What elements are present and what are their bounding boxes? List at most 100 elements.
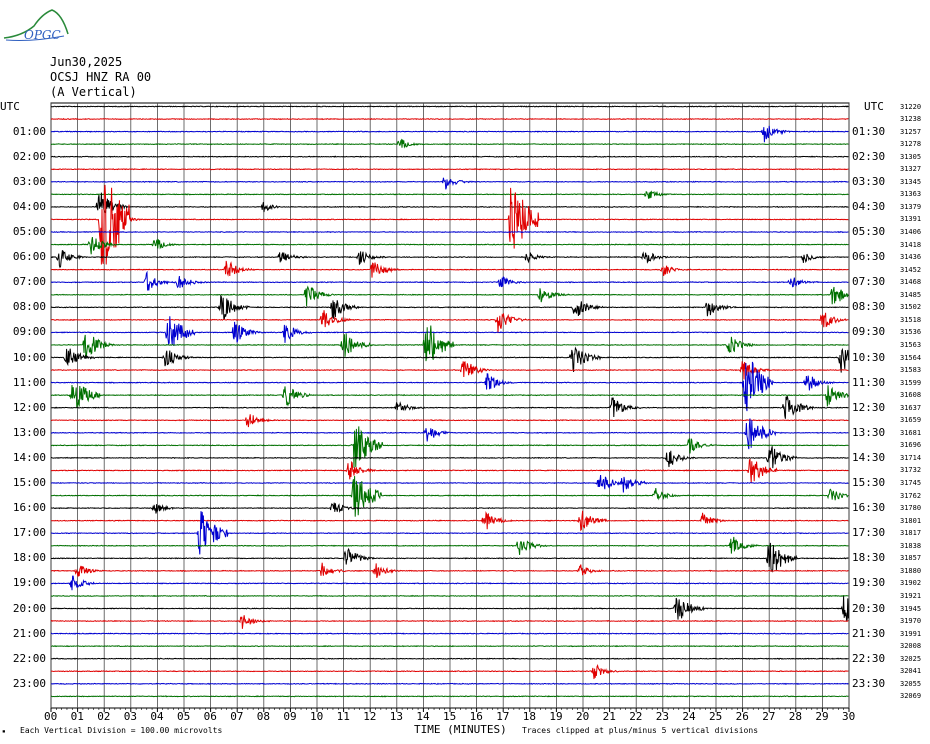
right-count-label: 32025 — [900, 654, 922, 663]
x-tick-label: 23 — [655, 710, 670, 723]
right-count-label: 31468 — [900, 278, 922, 287]
right-hour-label: 12:30 — [852, 400, 886, 414]
left-hour-label: 21:00 — [12, 626, 46, 640]
right-count-label: 32008 — [900, 642, 922, 651]
x-tick-label: 07 — [230, 710, 244, 723]
left-hour-label: 06:00 — [12, 250, 46, 264]
right-count-label: 31681 — [900, 428, 922, 437]
right-utc-label: UTC — [864, 100, 884, 113]
left-hour-label: 04:00 — [12, 199, 46, 213]
left-hour-label: 23:00 — [12, 676, 46, 690]
seismic-trace — [50, 511, 849, 555]
x-tick-label: 19 — [549, 710, 563, 723]
right-hour-label: 05:30 — [852, 225, 886, 238]
seismic-trace — [50, 595, 849, 621]
x-tick-label: 00 — [44, 710, 58, 723]
right-count-label: 31732 — [900, 466, 922, 475]
right-hour-label: 13:30 — [852, 425, 886, 439]
right-count-label: 31762 — [900, 491, 922, 500]
seismic-trace — [50, 230, 849, 234]
seismic-trace — [50, 361, 849, 412]
seismic-trace — [50, 458, 849, 483]
left-hour-label: 16:00 — [12, 501, 46, 515]
right-hour-label: 21:30 — [852, 626, 886, 640]
seismic-trace — [50, 615, 849, 629]
x-tick-label: 25 — [709, 710, 723, 723]
x-tick-label: 24 — [682, 710, 696, 723]
left-hour-label: 09:00 — [12, 325, 46, 339]
right-hour-label: 09:30 — [852, 325, 886, 339]
x-tick-label: 21 — [602, 710, 616, 723]
seismic-trace — [50, 285, 849, 307]
left-hour-label: 02:00 — [12, 149, 46, 163]
seismic-trace — [50, 502, 849, 514]
right-count-label: 31801 — [900, 516, 922, 525]
right-count-label: 31857 — [900, 554, 922, 563]
seismic-trace — [51, 260, 849, 278]
footer-small-mark: ▪ — [2, 728, 6, 735]
right-hour-label: 08:30 — [852, 300, 886, 314]
seismic-trace — [50, 632, 849, 635]
x-axis-label: TIME (MINUTES) — [414, 723, 507, 736]
right-hour-label: 04:30 — [852, 199, 886, 213]
x-tick-label: 27 — [762, 710, 776, 723]
x-tick-label: 05 — [177, 710, 191, 723]
x-tick-label: 30 — [842, 710, 856, 723]
right-hour-label: 16:30 — [852, 501, 886, 515]
left-hour-label: 08:00 — [12, 300, 46, 314]
right-hour-label: 18:30 — [852, 551, 886, 565]
seismic-trace — [50, 385, 849, 409]
seismic-trace — [50, 657, 849, 660]
right-hour-label: 20:30 — [852, 601, 886, 615]
left-hour-label: 14:00 — [12, 450, 46, 464]
seismic-trace — [50, 325, 849, 362]
right-count-label: 31991 — [900, 629, 922, 638]
x-tick-label: 09 — [283, 710, 297, 723]
x-tick-label: 26 — [735, 710, 749, 723]
seismic-trace — [50, 446, 849, 469]
right-hour-label: 19:30 — [852, 576, 886, 590]
right-count-label: 31220 — [900, 102, 922, 111]
right-count-label: 31345 — [900, 177, 922, 186]
right-hour-label: 02:30 — [852, 149, 886, 163]
right-count-label: 31780 — [900, 504, 922, 513]
x-tick-label: 29 — [815, 710, 829, 723]
seismic-trace — [50, 125, 849, 143]
x-tick-label: 02 — [97, 710, 111, 723]
seismic-trace — [50, 270, 849, 291]
seismic-trace — [50, 542, 849, 573]
seismic-trace — [50, 168, 849, 171]
left-hour-label: 20:00 — [12, 601, 46, 615]
header-station: OCSJ HNZ RA 00 — [50, 70, 152, 84]
seismic-trace — [50, 418, 849, 450]
logo: OPGC — [2, 6, 72, 46]
right-count-label: 31817 — [900, 529, 922, 538]
seismic-trace — [50, 575, 849, 591]
right-count-label: 31945 — [900, 604, 922, 613]
right-hour-label: 11:30 — [852, 375, 886, 389]
x-tick-label: 15 — [443, 710, 457, 723]
right-count-label: 31278 — [900, 140, 922, 149]
right-count-label: 32041 — [900, 667, 922, 676]
left-hour-label: 19:00 — [12, 576, 46, 590]
x-tick-label: 08 — [256, 710, 271, 723]
x-tick-label: 10 — [310, 710, 324, 723]
seismic-trace — [50, 474, 849, 493]
right-count-label: 31305 — [900, 152, 922, 161]
right-hour-label: 01:30 — [852, 124, 886, 138]
x-tick-label: 18 — [522, 710, 537, 723]
right-count-label: 31518 — [900, 315, 922, 324]
seismic-trace — [50, 695, 849, 698]
right-count-label: 31659 — [900, 416, 922, 425]
footer-division-note: Each Vertical Division = 100.00 microvol… — [20, 726, 223, 735]
seismic-trace — [50, 476, 849, 517]
seismic-trace — [50, 236, 849, 255]
logo-text: OPGC — [24, 28, 61, 42]
right-count-label: 31921 — [900, 591, 922, 600]
right-hour-label: 15:30 — [852, 476, 886, 489]
seismic-trace — [50, 510, 849, 532]
seismic-trace — [50, 682, 849, 685]
left-hour-label: 03:00 — [12, 174, 46, 188]
left-hour-label: 12:00 — [12, 400, 46, 414]
seismic-trace — [50, 594, 849, 598]
